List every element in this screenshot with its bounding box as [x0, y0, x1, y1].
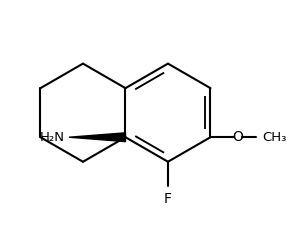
- Polygon shape: [69, 133, 125, 142]
- Text: CH₃: CH₃: [262, 131, 286, 144]
- Text: F: F: [164, 192, 172, 206]
- Text: H₂N: H₂N: [40, 131, 65, 144]
- Text: O: O: [232, 130, 243, 144]
